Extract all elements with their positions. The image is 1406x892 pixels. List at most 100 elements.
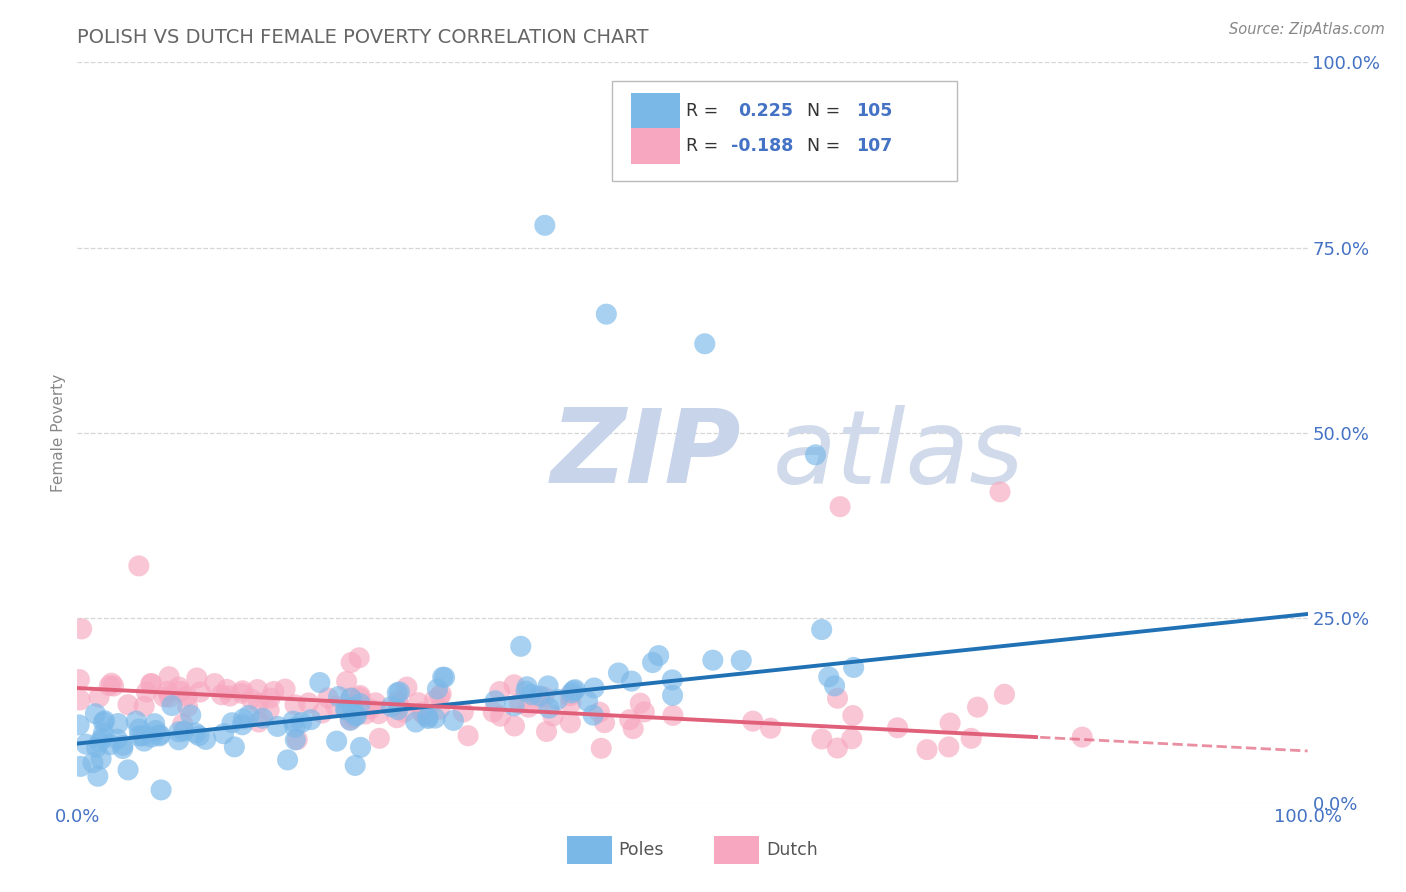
Point	[411, 706, 433, 720]
Point	[482, 705, 505, 719]
Point	[537, 701, 560, 715]
Point	[423, 693, 446, 707]
Point	[167, 680, 190, 694]
Y-axis label: Female Poverty: Female Poverty	[51, 374, 66, 491]
Point	[593, 715, 616, 730]
Point	[246, 682, 269, 697]
Point	[82, 756, 104, 770]
Point	[387, 703, 409, 717]
Point	[274, 682, 297, 697]
Point	[429, 702, 451, 716]
FancyBboxPatch shape	[631, 128, 681, 164]
Point	[149, 728, 172, 742]
Point	[156, 684, 179, 698]
Text: N =: N =	[807, 137, 845, 155]
Point	[558, 689, 581, 703]
Point	[145, 723, 167, 738]
Point	[915, 742, 938, 756]
Point	[252, 711, 274, 725]
Point	[349, 740, 371, 755]
Point	[194, 732, 217, 747]
Point	[886, 721, 908, 735]
Text: 0.225: 0.225	[738, 102, 793, 120]
Text: Dutch: Dutch	[766, 841, 818, 859]
Point	[641, 656, 664, 670]
Point	[153, 690, 176, 704]
Point	[810, 623, 832, 637]
Point	[443, 714, 465, 728]
Point	[277, 753, 299, 767]
Point	[841, 731, 863, 746]
Point	[426, 681, 449, 696]
Text: POLISH VS DUTCH FEMALE POVERTY CORRELATION CHART: POLISH VS DUTCH FEMALE POVERTY CORRELATI…	[77, 28, 648, 47]
Point	[413, 707, 436, 722]
Text: R =: R =	[686, 102, 724, 120]
Point	[693, 336, 716, 351]
Point	[167, 732, 190, 747]
Point	[529, 689, 551, 703]
Point	[827, 741, 849, 756]
Point	[405, 714, 427, 729]
Point	[240, 692, 263, 706]
Point	[537, 679, 560, 693]
Point	[89, 735, 111, 749]
Text: 105: 105	[856, 102, 893, 120]
Point	[349, 689, 371, 703]
Point	[621, 722, 644, 736]
FancyBboxPatch shape	[613, 81, 957, 181]
Point	[509, 640, 531, 654]
Point	[98, 738, 121, 752]
Point	[588, 705, 610, 719]
Point	[316, 690, 339, 705]
Point	[132, 734, 155, 748]
Point	[388, 685, 411, 699]
Point	[180, 708, 202, 723]
Point	[232, 712, 254, 726]
Point	[515, 684, 537, 698]
Point	[143, 716, 166, 731]
Point	[607, 665, 630, 680]
Point	[433, 670, 456, 684]
Point	[541, 709, 564, 723]
Point	[328, 690, 350, 704]
Text: atlas: atlas	[772, 405, 1024, 505]
Point	[380, 699, 402, 714]
Point	[562, 683, 585, 698]
Point	[247, 696, 270, 710]
Point	[105, 732, 128, 747]
Point	[69, 759, 91, 773]
Point	[392, 705, 415, 719]
Point	[1071, 730, 1094, 744]
Point	[591, 741, 613, 756]
Point	[325, 734, 347, 748]
Point	[484, 694, 506, 708]
Point	[595, 307, 617, 321]
Point	[395, 680, 418, 694]
Point	[117, 763, 139, 777]
Text: Poles: Poles	[619, 841, 664, 859]
Point	[70, 622, 93, 636]
Point	[582, 708, 605, 723]
Point	[503, 719, 526, 733]
Point	[534, 219, 557, 233]
Point	[259, 691, 281, 706]
Point	[509, 697, 531, 711]
Point	[430, 687, 453, 701]
Point	[368, 731, 391, 746]
Point	[257, 703, 280, 717]
Point	[811, 731, 834, 746]
Point	[340, 656, 363, 670]
Point	[93, 714, 115, 728]
Point	[387, 698, 409, 712]
Point	[184, 726, 207, 740]
Point	[741, 714, 763, 729]
Point	[187, 729, 209, 743]
Point	[69, 693, 91, 707]
Point	[139, 676, 162, 690]
Point	[231, 718, 253, 732]
Point	[299, 713, 322, 727]
Point	[536, 724, 558, 739]
Point	[231, 686, 253, 700]
Point	[128, 558, 150, 573]
Point	[387, 694, 409, 708]
